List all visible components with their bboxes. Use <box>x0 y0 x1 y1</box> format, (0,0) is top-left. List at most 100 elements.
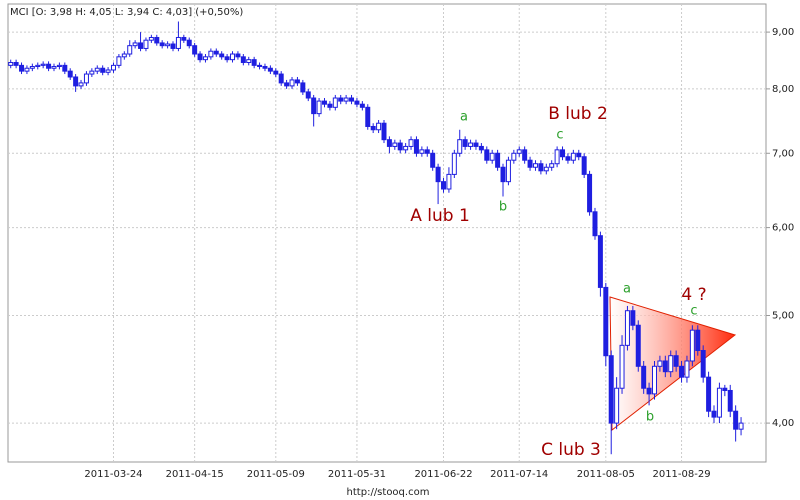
candle-body <box>121 53 127 58</box>
candle-body <box>165 43 171 47</box>
candle-body <box>549 163 555 168</box>
candle-body <box>8 62 14 66</box>
chart-title: MCI [O: 3,98 H: 4,05 L: 3,94 C: 4,03] (+… <box>10 7 243 18</box>
x-tick-label: 2011-05-09 <box>247 469 305 480</box>
candle-body <box>505 159 511 183</box>
candle-body <box>700 350 706 378</box>
candle-body <box>441 181 447 190</box>
candle-body <box>143 39 149 49</box>
y-tick-label: 6,00 <box>772 223 794 234</box>
candle-body <box>684 360 690 378</box>
candle-body <box>381 122 387 141</box>
candle-body <box>419 149 425 154</box>
x-tick-label: 2011-05-31 <box>328 469 386 480</box>
candle-body <box>219 53 225 58</box>
candle-body <box>538 163 544 172</box>
candle-body <box>608 355 614 424</box>
candle-body <box>230 53 236 61</box>
candle-body <box>527 159 533 168</box>
candle-body <box>370 125 376 131</box>
candle-body <box>359 103 365 108</box>
candle-body <box>100 67 106 73</box>
candle-body <box>397 142 403 151</box>
candle-body <box>706 376 712 412</box>
candle-body <box>73 76 79 87</box>
candle-body <box>311 97 317 115</box>
candle-body <box>630 310 636 326</box>
candle-body <box>138 42 144 49</box>
candle-body <box>327 103 333 108</box>
candle-body <box>321 100 327 105</box>
candle-body <box>733 410 739 430</box>
candle-body <box>289 79 295 87</box>
candle-body <box>343 97 349 102</box>
candle-body <box>29 66 35 69</box>
y-tick-label: 5,00 <box>772 311 794 322</box>
wave-label: a <box>623 282 631 297</box>
candle-body <box>565 156 571 161</box>
candle-body <box>570 152 576 161</box>
x-tick-label: 2011-07-14 <box>490 469 548 480</box>
candle-body <box>478 145 484 151</box>
candle-body <box>192 45 198 55</box>
candle-body <box>170 43 176 49</box>
candle-body <box>83 73 89 84</box>
candle-body <box>646 387 652 395</box>
candle-body <box>679 365 685 378</box>
candle-body <box>127 45 133 55</box>
candle-body <box>635 324 641 367</box>
candle-body <box>89 70 95 75</box>
candle-body <box>711 410 717 418</box>
candle-body <box>159 42 165 47</box>
y-tick-label: 4,00 <box>772 418 794 429</box>
candle-body <box>511 152 517 161</box>
candle-body <box>532 163 538 168</box>
candle-body <box>257 64 263 68</box>
candle-body <box>543 166 549 172</box>
candle-body <box>424 149 430 154</box>
candle-body <box>662 360 668 373</box>
candle-body <box>19 64 25 72</box>
candle-body <box>560 149 566 158</box>
x-tick-label: 2011-06-22 <box>414 469 472 480</box>
candle-body <box>603 286 609 357</box>
candle-body <box>484 149 490 161</box>
candle-body <box>273 70 279 75</box>
candle-body <box>116 56 122 66</box>
candle-body <box>235 53 241 58</box>
wave-label: a <box>460 110 468 125</box>
candle-body <box>332 97 338 108</box>
x-tick-label: 2011-08-29 <box>652 469 710 480</box>
candle-body <box>468 142 474 147</box>
candle-body <box>349 97 355 102</box>
candle-body <box>413 139 419 154</box>
candle-body <box>430 152 436 168</box>
candle-body <box>581 156 587 175</box>
candle-body <box>673 355 679 367</box>
candle-body <box>94 67 100 72</box>
candle-body <box>284 82 290 87</box>
candle-body <box>213 50 219 55</box>
wave-label: b <box>499 200 507 215</box>
candle-body <box>224 56 230 61</box>
candle-body <box>354 100 360 105</box>
candle-body <box>202 56 208 61</box>
candle-body <box>78 82 84 87</box>
candle-body <box>376 122 382 131</box>
candle-body <box>300 82 306 93</box>
candle-body <box>522 149 528 161</box>
candle-body <box>386 139 392 147</box>
candle-body <box>105 69 111 73</box>
annotation: A lub 1 <box>410 206 470 226</box>
candle-body <box>651 365 657 395</box>
candle-body <box>316 100 322 115</box>
x-tick-label: 2011-08-05 <box>577 469 635 480</box>
candle-body <box>338 97 344 102</box>
candle-body <box>110 64 116 71</box>
candle-body <box>365 106 371 127</box>
candle-body <box>576 152 582 158</box>
candle-body <box>251 59 257 66</box>
candle-body <box>197 53 203 61</box>
candle-body <box>154 36 160 44</box>
